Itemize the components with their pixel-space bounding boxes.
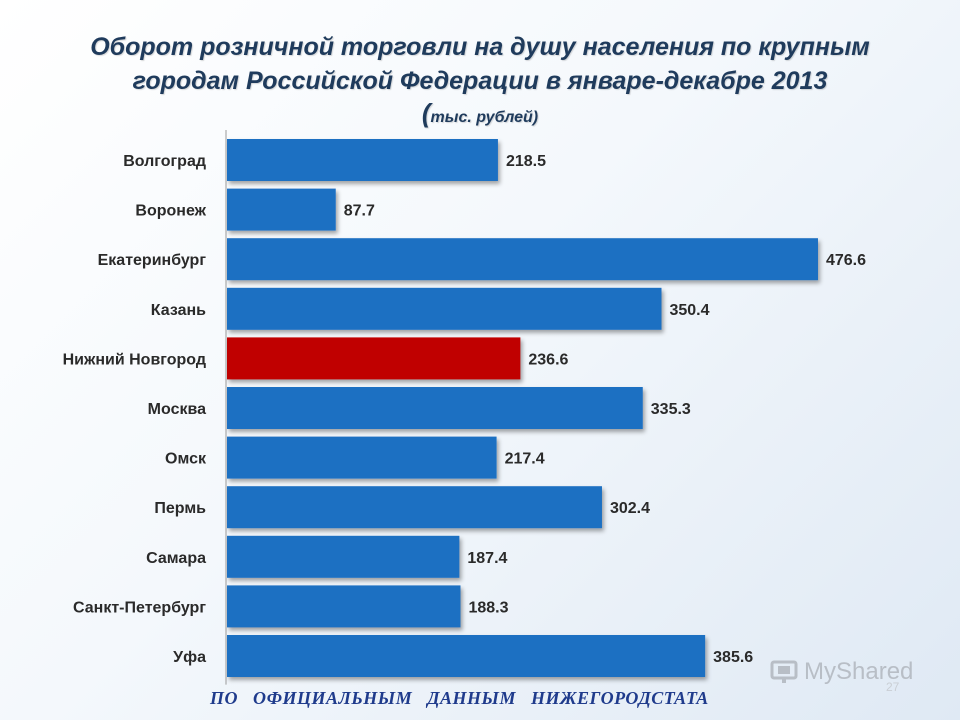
- watermark: MyShared: [770, 658, 913, 686]
- title-line-2: городам Российской Федерации в январе-де…: [132, 67, 828, 95]
- bar-2: [227, 238, 818, 281]
- slide-number: 27: [886, 680, 900, 694]
- category-label-5: Москва: [148, 401, 206, 418]
- presentation-screen-icon: [770, 660, 798, 683]
- category-label-3: Казань: [151, 302, 206, 319]
- value-label-8: 187.4: [467, 550, 507, 567]
- bar-3: [227, 287, 662, 330]
- category-label-2: Екатеринбург: [98, 252, 207, 269]
- bar-0: [227, 139, 498, 181]
- value-label-2: 476.6: [826, 252, 866, 269]
- bar-chart: Волгоград 218.5 Воронеж 87.7 Екатеринбург 476…: [0, 130, 960, 690]
- bar-1: [227, 188, 336, 231]
- units-open-paren: (: [421, 98, 431, 128]
- bar-7: [227, 486, 602, 529]
- bar-chart-svg: Волгоград 218.5 Воронеж 87.7 Екатеринбург 476…: [63, 130, 866, 685]
- value-label-10: 385.6: [713, 649, 753, 666]
- category-label-8: Самара: [146, 550, 206, 567]
- category-label-7: Пермь: [154, 500, 206, 517]
- source-note: ПО ОФИЦИАЛЬНЫМ ДАННЫМ НИЖЕГОРОДСТАТА: [210, 688, 709, 708]
- value-label-6: 217.4: [505, 451, 545, 468]
- slide-title: Оборот розничной торговли на душу населе…: [0, 30, 960, 133]
- value-label-3: 350.4: [669, 302, 709, 319]
- bar-5: [227, 387, 643, 429]
- bar-4: [227, 337, 521, 380]
- category-label-9: Санкт-Петербург: [73, 599, 206, 616]
- value-label-5: 335.3: [651, 401, 691, 418]
- category-label-10: Уфа: [173, 649, 206, 666]
- value-label-7: 302.4: [610, 500, 650, 517]
- bar-6: [227, 436, 497, 479]
- bar-10: [227, 635, 706, 677]
- units-label: тыс. рублей): [430, 109, 539, 126]
- category-label-1: Воронеж: [135, 203, 206, 220]
- value-label-9: 188.3: [468, 599, 508, 616]
- value-label-0: 218.5: [506, 153, 546, 170]
- bar-9: [227, 585, 461, 628]
- category-label-4: Нижний Новгород: [63, 351, 206, 368]
- bar-8: [227, 535, 460, 578]
- units-caption: (тыс. рублей): [0, 98, 960, 133]
- title-line-1: Оборот розничной торговли на душу населе…: [90, 33, 870, 61]
- value-label-1: 87.7: [344, 203, 375, 220]
- value-label-4: 236.6: [528, 351, 568, 368]
- category-label-0: Волгоград: [123, 153, 206, 170]
- category-label-6: Омск: [165, 451, 207, 468]
- watermark-text: MyShared: [804, 658, 914, 685]
